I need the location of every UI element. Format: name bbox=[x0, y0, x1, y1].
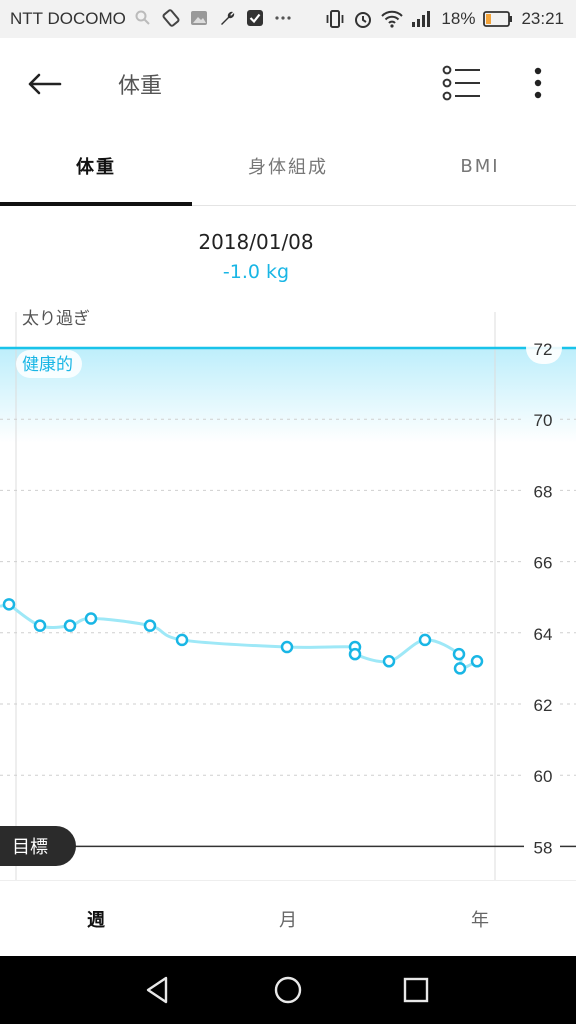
vibrate-icon bbox=[327, 10, 344, 28]
period-week[interactable]: 週 bbox=[0, 881, 192, 957]
nav-back-icon[interactable] bbox=[138, 970, 178, 1010]
y-tick-label: 70 bbox=[534, 411, 553, 430]
system-status-icons: 18% 23:21 bbox=[325, 9, 564, 29]
tab-label: BMI bbox=[460, 155, 500, 177]
battery-icon bbox=[483, 11, 513, 27]
y-tick-label: 62 bbox=[534, 696, 553, 715]
app-toolbar: 体重 bbox=[0, 38, 576, 128]
y-tick-label: 68 bbox=[534, 482, 553, 501]
data-point[interactable] bbox=[452, 647, 466, 661]
wifi-icon bbox=[381, 10, 404, 28]
back-arrow-icon[interactable] bbox=[22, 62, 66, 106]
nav-home-icon[interactable] bbox=[268, 970, 308, 1010]
nav-recents-icon[interactable] bbox=[396, 970, 436, 1010]
period-label: 月 bbox=[279, 910, 297, 931]
y-tick-label: 66 bbox=[534, 554, 553, 573]
data-point[interactable] bbox=[382, 655, 396, 668]
carrier-label: NTT DOCOMO bbox=[10, 9, 126, 28]
y-tick-label: 58 bbox=[534, 838, 553, 857]
goal-text: 目標 bbox=[12, 837, 48, 858]
period-month[interactable]: 月 bbox=[192, 881, 384, 957]
tab-indicator bbox=[0, 202, 192, 206]
healthy-zone-label: 健康的 bbox=[22, 355, 73, 375]
tab-label: 身体組成 bbox=[248, 157, 328, 178]
data-point[interactable] bbox=[33, 619, 47, 632]
weight-change: -1.0 kg bbox=[222, 261, 290, 283]
list-view-icon[interactable] bbox=[434, 60, 488, 106]
rotation-icon bbox=[162, 9, 180, 27]
period-label: 年 bbox=[471, 910, 489, 931]
goal-label: 目標 bbox=[0, 826, 76, 866]
signal-icon bbox=[412, 11, 431, 27]
data-point[interactable] bbox=[348, 647, 362, 661]
page-title: 体重 bbox=[118, 74, 163, 99]
clock-time: 23:21 bbox=[521, 9, 564, 28]
tab-weight[interactable]: 体重 bbox=[0, 128, 192, 204]
metric-tabs: 体重 身体組成 BMI bbox=[0, 128, 576, 206]
data-point[interactable] bbox=[2, 598, 16, 611]
data-point[interactable] bbox=[453, 662, 467, 675]
tab-body-composition[interactable]: 身体組成 bbox=[192, 128, 384, 204]
more-notifications-icon bbox=[275, 16, 291, 20]
period-year[interactable]: 年 bbox=[384, 881, 576, 957]
tick-badge bbox=[526, 332, 562, 364]
tab-bmi[interactable]: BMI bbox=[384, 128, 576, 204]
healthy-zone-band bbox=[0, 348, 576, 443]
y-tick-label: 72 bbox=[534, 340, 553, 359]
data-point[interactable] bbox=[175, 633, 189, 647]
data-point[interactable] bbox=[84, 612, 98, 625]
period-selector: 週 月 年 bbox=[0, 880, 576, 956]
overweight-zone-label: 太り過ぎ bbox=[22, 309, 90, 329]
data-point[interactable] bbox=[63, 619, 77, 632]
healthy-label-bg bbox=[16, 350, 82, 378]
image-notification-icon bbox=[191, 11, 207, 25]
data-point[interactable] bbox=[143, 619, 157, 632]
data-point[interactable] bbox=[418, 633, 432, 647]
notification-icons bbox=[134, 9, 292, 27]
y-tick-label: 60 bbox=[534, 767, 553, 786]
tab-label: 体重 bbox=[76, 157, 116, 178]
wrench-icon bbox=[221, 11, 235, 25]
series-line bbox=[8, 603, 478, 670]
more-options-icon[interactable] bbox=[520, 60, 556, 106]
search-notification-icon bbox=[135, 10, 150, 25]
period-label: 週 bbox=[87, 910, 105, 931]
data-point[interactable] bbox=[470, 655, 484, 668]
status-bar: NTT DOCOMO 18% 23:21 bbox=[0, 0, 576, 38]
y-tick-label: 64 bbox=[534, 625, 553, 644]
selected-date: 2018/01/08 bbox=[198, 230, 314, 254]
battery-percent: 18% bbox=[441, 9, 476, 28]
system-nav-bar bbox=[0, 956, 576, 1024]
alarm-icon bbox=[355, 12, 372, 28]
data-point[interactable] bbox=[280, 640, 294, 654]
task-check-icon bbox=[247, 10, 263, 26]
